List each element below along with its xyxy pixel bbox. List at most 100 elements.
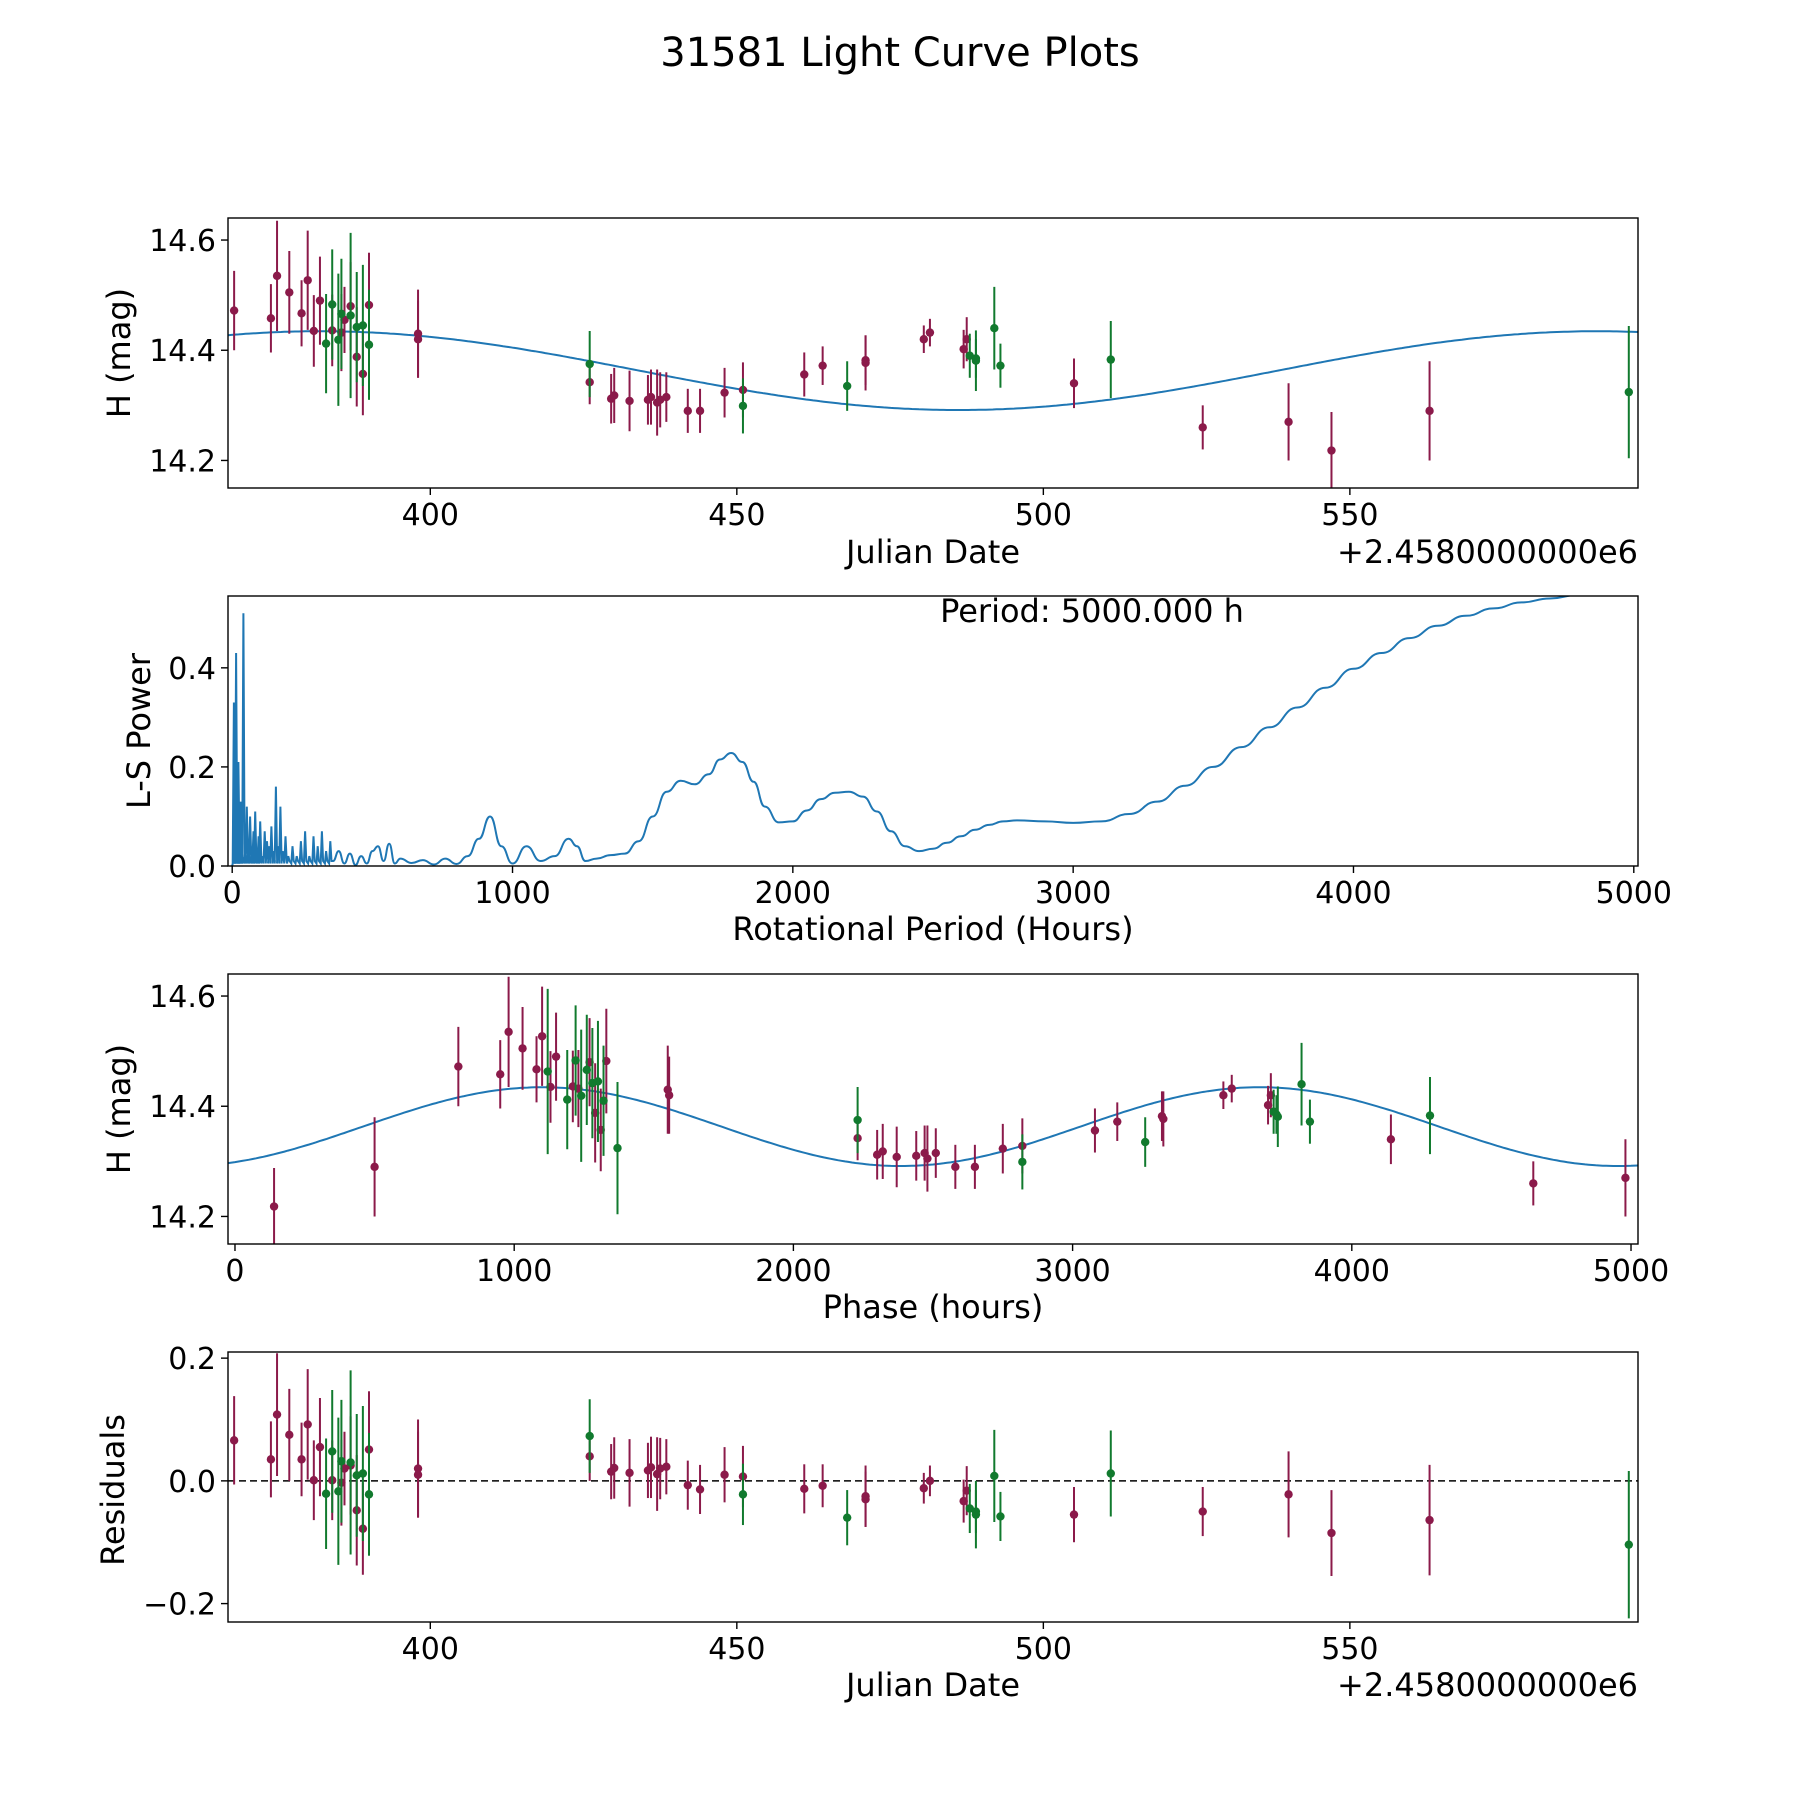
residuals-xtick-label: 400 [402, 1632, 459, 1667]
light_curve-data-point [413, 335, 423, 344]
light-curve-xlabel: Julian Date [844, 533, 1020, 571]
phased-frame [227, 973, 1639, 1245]
residuals-ytick-label: −0.2 [143, 1588, 216, 1623]
light-curve-plot-area: 400 450 500 550 14.2 14.4 14.6 [149, 220, 1638, 533]
periodogram-ylabel: L-S Power [120, 652, 158, 809]
residuals-data-point [625, 1468, 634, 1478]
light_curve-xtick-label: 550 [1321, 498, 1378, 533]
residuals-data-point [328, 1447, 337, 1456]
phased_light_curve-ytick-label: 14.2 [149, 1200, 216, 1235]
residuals-data-point [861, 1492, 870, 1501]
periodogram-ytick-label: 0.4 [168, 652, 216, 687]
light_curve-data-point [662, 392, 671, 402]
phased_light_curve-data-point [563, 1095, 572, 1104]
panel-phased-light-curve: 0 1000 2000 3000 4000 5000 14.2 14.4 14.6 Phase … [100, 973, 1669, 1326]
light_curve-data-point [337, 309, 346, 319]
light_curve-data-point [1624, 387, 1634, 397]
light_curve-data-point [818, 361, 827, 370]
light_curve-data-point [683, 406, 692, 416]
residuals-data-point [1106, 1469, 1115, 1478]
light_curve-data-point [285, 288, 294, 297]
phased-ylabel: H (mag) [100, 1044, 138, 1174]
light_curve-data-point [328, 300, 337, 309]
periodogram-xtick-label: 0 [223, 876, 242, 911]
periodogram-xtick-label: 3000 [1035, 876, 1111, 911]
light_curve-data-point [720, 388, 729, 397]
phased_light_curve-data-point [576, 1091, 586, 1100]
light_curve-data-point [272, 271, 282, 281]
light_curve-data-point [321, 339, 331, 348]
residuals-data-point [309, 1476, 319, 1485]
phased_light_curve-data-point [537, 1032, 547, 1041]
phased_light_curve-data-point [931, 1148, 940, 1158]
light_curve-data-point [358, 321, 368, 330]
light_curve-data-point [1284, 417, 1293, 427]
phased_light_curve-data-point [664, 1091, 674, 1100]
phased_light_curve-data-point [504, 1027, 513, 1037]
residuals-plot-area: 400 450 500 550 −0.2 0.0 0.2 [143, 1342, 1638, 1667]
panel-periodogram: 0 1000 2000 3000 4000 5000 0.0 0.2 0.4 Period: 5… [120, 592, 1672, 948]
periodogram-plot-area: 0 1000 2000 3000 4000 5000 0.0 0.2 0.4 [168, 596, 1672, 911]
light_curve-data-layer [228, 220, 1638, 488]
residuals-data-point [337, 1457, 346, 1466]
phased_light_curve-data-point [1219, 1091, 1228, 1100]
light_curve-data-point [925, 328, 935, 337]
light_curve-ytick-label: 14.6 [149, 224, 216, 259]
residuals-data-point [720, 1470, 729, 1479]
light_curve-data-point [229, 306, 239, 315]
light_curve-data-point [1069, 379, 1079, 388]
phased_light_curve-data-point [613, 1143, 622, 1153]
phased_light_curve-xtick-label: 5000 [1593, 1254, 1669, 1289]
residuals-xtick-label: 550 [1321, 1632, 1378, 1667]
light_curve-ytick-label: 14.2 [149, 444, 216, 479]
residuals-data-point [1425, 1515, 1434, 1525]
phased_light_curve-data-point [269, 1202, 279, 1211]
light-curve-ylabel: H (mag) [100, 288, 138, 418]
light_curve-data-point [309, 326, 319, 336]
light_curve-data-point [1425, 406, 1434, 416]
light_curve-data-point [646, 392, 656, 402]
periodogram-xtick-label: 5000 [1596, 876, 1672, 911]
residuals-data-point [1327, 1528, 1336, 1538]
light_curve-data-point [266, 314, 276, 323]
light-curve-frame [227, 217, 1639, 489]
light_curve-model-curve [228, 330, 1638, 411]
light_curve-data-point [585, 359, 594, 369]
residuals-data-point [266, 1455, 276, 1464]
residuals-data-layer [228, 1353, 1638, 1619]
phased_light_curve-data-point [1018, 1157, 1027, 1167]
light_curve-data-point [996, 361, 1005, 370]
light_curve-data-point [738, 401, 748, 411]
phased_light_curve-data-point [1227, 1084, 1236, 1093]
residuals-data-point [996, 1512, 1005, 1521]
phased_light_curve-data-point [1273, 1112, 1283, 1121]
phased_light_curve-data-point [599, 1096, 608, 1105]
phased_light_curve-data-point [923, 1154, 932, 1163]
phased_light_curve-data-point [551, 1052, 561, 1061]
residuals-data-point [990, 1471, 999, 1481]
residuals-data-point [272, 1410, 282, 1419]
phased_light_curve-data-point [496, 1070, 505, 1079]
light_curve-data-point [1327, 446, 1336, 455]
residuals-data-point [285, 1430, 294, 1440]
phased_light_curve-data-point [370, 1162, 379, 1172]
residuals-data-point [800, 1484, 809, 1494]
residuals-xtick-label: 500 [1015, 1632, 1072, 1667]
light_curve-data-point [1198, 423, 1207, 432]
phased_light_curve-data-point [951, 1162, 960, 1172]
residuals-data-point [919, 1484, 929, 1493]
light-curve-offset-text: +2.4580000000e6 [1337, 533, 1638, 571]
residuals-data-point [1069, 1510, 1079, 1519]
phased_light_curve-data-point [593, 1077, 603, 1086]
phased_light_curve-data-point [912, 1151, 921, 1161]
phased_light_curve-xtick-label: 1000 [476, 1254, 552, 1289]
phased_light_curve-ytick-label: 14.4 [149, 1090, 216, 1125]
residuals-data-point [229, 1436, 239, 1445]
phased_light_curve-data-point [543, 1067, 552, 1076]
phased_light_curve-data-point [1297, 1080, 1306, 1089]
light_curve-data-point [919, 335, 929, 344]
residuals-data-point [646, 1463, 656, 1472]
residuals-data-point [1284, 1490, 1293, 1499]
residuals-data-point [315, 1442, 325, 1452]
phased_light_curve-data-point [1425, 1111, 1435, 1120]
